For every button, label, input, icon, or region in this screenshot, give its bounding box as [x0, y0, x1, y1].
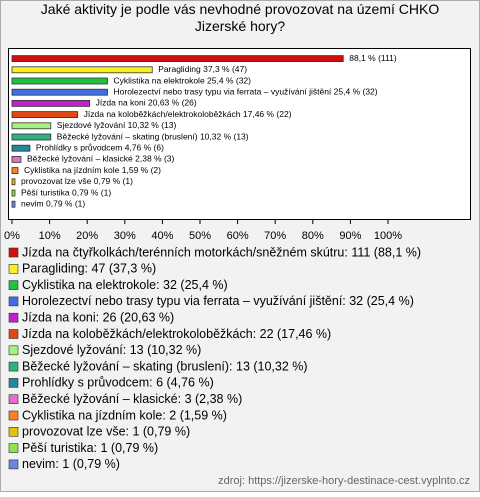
x-tick-label: 30% — [114, 230, 136, 242]
legend-label: Pěší turistika: 1 (0,79 %) — [22, 441, 158, 455]
value-label: provozovat lze vše 0,79 % (1) — [21, 176, 133, 186]
value-label: Běžecké lyžování – skating (bruslení) 10… — [57, 131, 249, 141]
legend-swatch — [8, 410, 19, 421]
legend-label: Paragliding: 47 (37,3 %) — [22, 262, 156, 276]
legend-swatch — [8, 312, 19, 323]
legend-swatch — [8, 378, 19, 388]
x-tick-label: 0% — [4, 230, 20, 242]
legend-label: Cyklistika na elektrokole: 32 (25,4 %) — [22, 278, 228, 292]
bar — [11, 66, 153, 74]
bar — [11, 178, 16, 186]
bar — [11, 133, 52, 141]
x-tick-label: 100% — [374, 230, 402, 242]
value-label: nevim 0,79 % (1) — [21, 198, 85, 208]
legend-label: Horolezectví nebo trasy typu via ferrata… — [22, 294, 414, 308]
legend-swatch — [8, 329, 19, 339]
legend-swatch — [8, 361, 19, 372]
bar — [11, 55, 344, 62]
x-tick-label: 20% — [76, 230, 98, 242]
legend-swatch — [8, 459, 19, 470]
value-label: Cyklistika na elektrokole 25,4 % (32) — [114, 75, 252, 85]
legend-swatch — [8, 394, 19, 405]
source: zdroj: https://jizerske-hory-destinace-c… — [218, 475, 470, 487]
bar — [11, 122, 52, 130]
value-label: Běžecké lyžování – klasické 2,38 % (3) — [27, 154, 175, 164]
legend-label: provozovat lze vše: 1 (0,79 %) — [22, 425, 190, 439]
legend-label: Běžecké lyžování – skating (bruslení): 1… — [22, 359, 308, 373]
value-label: Horolezectví nebo trasy typu via ferrata… — [114, 86, 378, 96]
bar — [11, 144, 31, 152]
x-tick-label: 90% — [339, 230, 361, 242]
bar — [11, 88, 108, 96]
bar — [11, 200, 16, 208]
legend-label: Cyklistika na jízdním kole: 2 (1,59 %) — [22, 408, 227, 422]
legend-swatch — [8, 443, 19, 453]
chart-title: Jaké aktivity je podle vás nevhodné prov… — [41, 1, 440, 34]
legend-swatch — [8, 296, 19, 307]
legend-swatch — [8, 263, 19, 274]
x-tick-label: 50% — [189, 230, 211, 242]
value-label: Pěší turistika 0,79 % (1) — [21, 187, 111, 197]
value-label: 88,1 % (111) — [349, 53, 397, 63]
x-tick-label: 70% — [264, 230, 286, 242]
legend-swatch — [8, 426, 19, 437]
legend-label: Sjezdové lyžování: 13 (10,32 %) — [22, 343, 201, 357]
x-tick-label: 60% — [227, 230, 249, 242]
x-tick-label: 10% — [39, 230, 61, 242]
bar — [11, 100, 90, 107]
value-label: Prohlídky s průvodcem 4,76 % (6) — [36, 142, 164, 152]
legend-label: Jízda na koloběžkách/elektrokoloběžkách:… — [22, 327, 331, 341]
bar — [11, 155, 22, 163]
legend-label: Jízda na čtyřkolkách/terénních motorkách… — [22, 245, 421, 259]
legend-label: Prohlídky s průvodcem: 6 (4,76 %) — [22, 376, 214, 390]
plot-area — [8, 48, 471, 220]
value-label: Cyklistika na jízdním kole 1,59 % (2) — [24, 165, 161, 175]
legend-label: nevim: 1 (0,79 %) — [22, 457, 120, 471]
legend-swatch — [8, 280, 19, 290]
value-label: Jízda na koloběžkách/elektrokoloběžkách … — [84, 109, 292, 119]
bar — [11, 167, 19, 175]
value-label: Paragliding 37,3 % (47) — [158, 64, 247, 74]
bar — [11, 189, 16, 197]
legend-label: Běžecké lyžování – klasické: 3 (2,38 %) — [22, 392, 242, 406]
legend-label: Jízda na koni: 26 (20,63 %) — [22, 310, 174, 324]
legend-swatch — [8, 247, 19, 258]
value-label: Jízda na koni 20,63 % (26) — [96, 98, 197, 108]
x-tick-label: 80% — [302, 230, 324, 242]
bar — [11, 111, 79, 118]
bar — [11, 77, 108, 85]
x-tick-label: 40% — [151, 230, 173, 242]
legend-swatch — [8, 345, 19, 356]
value-label: Sjezdové lyžování 10,32 % (13) — [57, 120, 177, 130]
